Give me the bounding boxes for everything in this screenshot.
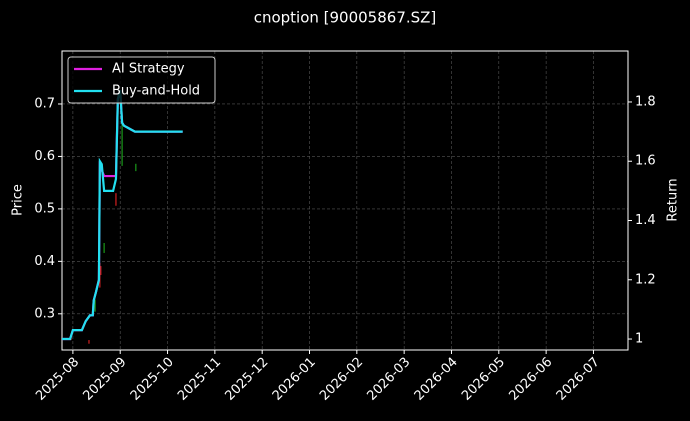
x-tick-label: 2025-12 (222, 355, 271, 404)
y2-tick-label: 1.4 (635, 213, 656, 228)
y-axis-label: Price (11, 184, 26, 216)
legend-label: AI Strategy (112, 62, 185, 77)
line-series (62, 89, 183, 341)
plot-frame (61, 50, 629, 351)
y2-tick-label: 1.2 (635, 272, 656, 287)
legend-label: Buy-and-Hold (112, 84, 200, 99)
chart-title: cnoption [90005867.SZ] (254, 9, 437, 27)
y-tick-label: 0.6 (34, 149, 55, 164)
x-tick-label: 2026-01 (270, 355, 319, 404)
y-tick-label: 0.5 (34, 201, 55, 216)
x-tick-label: 2026-05 (459, 355, 508, 404)
x-tick-label: 2026-06 (506, 355, 555, 404)
legend: AI Strategy Buy-and-Hold (67, 56, 216, 104)
x-tick-label: 2026-03 (364, 355, 413, 404)
x-tick-label: 2025-10 (128, 355, 177, 404)
x-tick-label: 2025-11 (175, 355, 224, 404)
y-tick-label: 0.7 (34, 96, 55, 111)
y2-tick-label: 1 (635, 332, 643, 347)
y2-axis-label: Return (666, 178, 681, 221)
x-tick-label: 2026-04 (412, 355, 461, 404)
y2-tick-label: 1.8 (635, 94, 656, 109)
y2-tick-label: 1.6 (635, 154, 656, 169)
x-tick-label: 2025-09 (80, 355, 129, 404)
y-tick-label: 0.4 (34, 254, 55, 269)
x-tick-label: 2026-02 (317, 355, 366, 404)
x-tick-label: 2026-07 (554, 355, 603, 404)
legend-box (67, 56, 216, 104)
y-tick-label: 0.3 (34, 306, 55, 321)
x-tick-label: 2025-08 (33, 355, 82, 404)
